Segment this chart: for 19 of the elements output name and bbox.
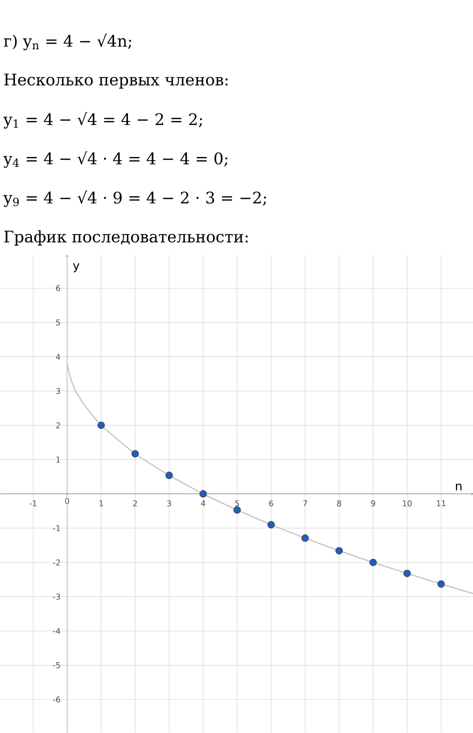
point xyxy=(267,521,275,528)
point xyxy=(97,422,105,429)
point xyxy=(131,450,139,458)
text: y$_{1}$ = 4 − √4 = 4 − 2 = 2; xyxy=(3,112,202,129)
y-axis-title: y xyxy=(72,263,80,272)
text: г) y$_{n}$ = 4 − √4n; xyxy=(4,34,131,50)
text: Несколько первых членов: xyxy=(4,74,228,89)
text: График последовательности: xyxy=(4,230,248,246)
text: y$_{9}$ = 4 − √4 · 9 = 4 − 2 · 3 = −2; xyxy=(3,190,266,207)
point xyxy=(437,580,445,588)
point xyxy=(199,490,207,498)
point xyxy=(233,506,241,514)
point xyxy=(403,570,411,578)
x-axis-title: n xyxy=(456,484,462,490)
text: y$_{4}$ = 4 − √4 · 4 = 4 − 4 = 0; xyxy=(3,151,228,168)
point xyxy=(335,547,343,554)
point xyxy=(369,558,377,566)
point xyxy=(301,534,309,542)
point xyxy=(165,472,173,480)
